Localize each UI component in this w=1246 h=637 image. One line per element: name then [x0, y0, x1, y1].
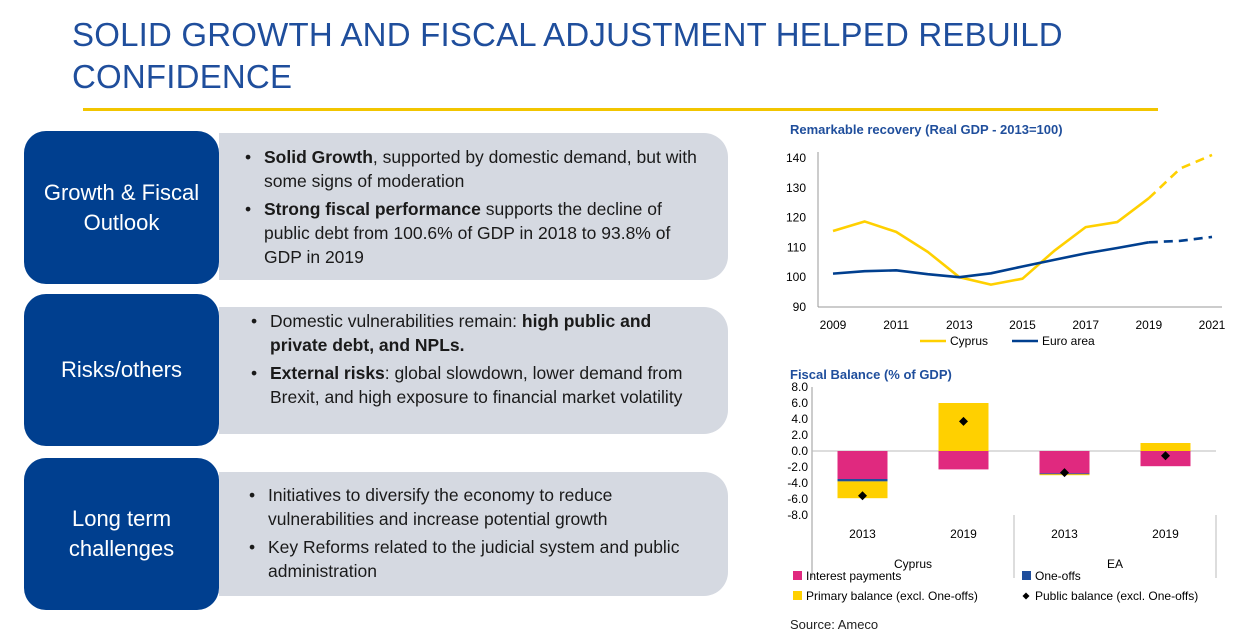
gdp-line-chart: 90 100 110 120 130 140 2009 2011 2013 2015 2017 201… — [786, 151, 1226, 348]
legend-label: Euro area — [1042, 334, 1095, 348]
page-title: SOLID GROWTH AND FISCAL ADJUSTMENT HELPE… — [72, 16, 1063, 95]
x-tick-label: 2009 — [820, 318, 847, 332]
x-tick-label: 2019 — [1135, 318, 1162, 332]
bullet-list: Initiatives to diversify the economy to … — [219, 472, 728, 583]
bullet-list: Domestic vulnerabilities remain: high pu… — [219, 307, 728, 409]
group-label: Cyprus — [894, 557, 932, 571]
bullet-text: : global slowdown, lower demand from Bre… — [270, 363, 683, 407]
bar-interest-payments — [938, 451, 989, 470]
y-tick-label: 130 — [786, 181, 806, 195]
row-label-text: Growth & Fiscal Outlook — [43, 179, 200, 235]
source-note: Source: Ameco — [790, 617, 879, 632]
bullet-item: Initiatives to diversify the economy to … — [245, 483, 688, 531]
row-label-text: Risks/others — [60, 357, 183, 382]
bullet-bold: Solid Growth — [264, 147, 373, 167]
bullet-bold: External risks — [270, 363, 385, 383]
marker-public-balance — [959, 416, 968, 426]
marker-public-balance — [1161, 451, 1170, 461]
x-tick-label: 2019 — [950, 527, 977, 541]
marker-public-balance — [858, 491, 867, 501]
y-tick-label: -4.0 — [787, 476, 808, 490]
x-tick-label: 2013 — [849, 527, 876, 541]
fiscal-balance-chart: 8.0 6.0 4.0 2.0 0.0 -2.0 -4.0 -6.0 -8.0 2013 2019 2… — [787, 380, 1217, 603]
y-tick-label: 110 — [787, 240, 806, 254]
bullet-text: Domestic vulnerabilities remain: — [270, 311, 522, 331]
row-body-growth-fiscal-outlook: Solid Growth, supported by domestic dema… — [219, 133, 728, 280]
legend-label: Cyprus — [950, 334, 988, 348]
legend-swatch — [793, 571, 802, 580]
x-tick-label: 2013 — [946, 318, 973, 332]
legend-label: Interest payments — [806, 569, 901, 583]
bullet-item: Solid Growth, supported by domestic dema… — [241, 145, 708, 193]
row-label-text: Long term challenges — [68, 506, 175, 561]
y-tick-label: 6.0 — [791, 396, 808, 410]
series-line-euro-area — [832, 241, 1150, 279]
y-tick-label: 120 — [786, 211, 806, 225]
bar-primary-balance-excl-one-offs — [938, 403, 989, 451]
bar-primary-balance-excl-one-offs — [1140, 443, 1191, 451]
row-label-growth-fiscal-outlook: Growth & Fiscal Outlook — [24, 131, 219, 284]
y-tick-label: -2.0 — [787, 460, 808, 474]
legend-swatch — [793, 591, 802, 600]
x-tick-label: 2015 — [1009, 318, 1036, 332]
x-tick-label: 2019 — [1152, 527, 1179, 541]
y-tick-label: 0.0 — [791, 444, 808, 458]
legend-swatch — [1022, 571, 1031, 580]
bullet-text: Key Reforms related to the judicial syst… — [268, 537, 680, 581]
series-forecast-cyprus — [1147, 153, 1213, 200]
bullet-list: Solid Growth, supported by domestic dema… — [219, 133, 728, 269]
x-tick-label: 2021 — [1199, 318, 1226, 332]
bullet-text: , supported by domestic demand, but with… — [264, 147, 697, 191]
bullet-item: External risks: global slowdown, lower d… — [247, 361, 698, 409]
row-body-long-term-challenges: Initiatives to diversify the economy to … — [219, 472, 728, 596]
row-body-risks-others: Domestic vulnerabilities remain: high pu… — [219, 307, 728, 434]
y-tick-label: 2.0 — [791, 428, 808, 442]
y-tick-label: 4.0 — [791, 412, 808, 426]
x-tick-label: 2017 — [1072, 318, 1099, 332]
bullet-text: supports the decline of public debt from… — [264, 199, 671, 267]
bullet-bold: Strong fiscal performance — [264, 199, 481, 219]
y-tick-label: 140 — [786, 151, 806, 165]
y-tick-label: 100 — [786, 270, 806, 284]
bullet-text: Initiatives to diversify the economy to … — [268, 485, 613, 529]
fiscal-chart-title: Fiscal Balance (% of GDP) — [790, 367, 952, 382]
series-line-cyprus — [832, 197, 1150, 286]
bar-interest-payments — [837, 451, 888, 479]
bullet-item: Strong fiscal performance supports the d… — [241, 197, 708, 269]
title-underline — [83, 108, 1158, 111]
bullet-item: Key Reforms related to the judicial syst… — [245, 535, 688, 583]
series-forecast-euro-area — [1148, 235, 1213, 244]
bar-primary-balance-excl-one-offs — [837, 481, 888, 499]
gdp-chart-title: Remarkable recovery (Real GDP - 2013=100… — [790, 122, 1063, 137]
group-label: EA — [1107, 557, 1123, 571]
legend-swatch — [1022, 592, 1030, 600]
bullet-item: Domestic vulnerabilities remain: high pu… — [247, 309, 698, 357]
marker-public-balance — [1060, 468, 1069, 478]
y-tick-label: -8.0 — [787, 508, 808, 522]
y-tick-label: -6.0 — [787, 492, 808, 506]
row-label-long-term-challenges: Long term challenges — [24, 458, 219, 610]
bar-interest-payments — [1039, 451, 1090, 474]
x-tick-label: 2011 — [883, 318, 909, 332]
x-tick-label: 2013 — [1051, 527, 1078, 541]
legend-label: One-offs — [1035, 569, 1081, 583]
y-tick-label: 90 — [793, 300, 807, 314]
legend-label: Public balance (excl. One-offs) — [1035, 589, 1198, 603]
bullet-bold: high public and private debt, and NPLs. — [270, 311, 652, 355]
legend-label: Primary balance (excl. One-offs) — [806, 589, 978, 603]
bar-one-offs — [837, 479, 888, 482]
y-tick-label: 8.0 — [791, 380, 808, 394]
row-label-risks-others: Risks/others — [24, 294, 219, 446]
